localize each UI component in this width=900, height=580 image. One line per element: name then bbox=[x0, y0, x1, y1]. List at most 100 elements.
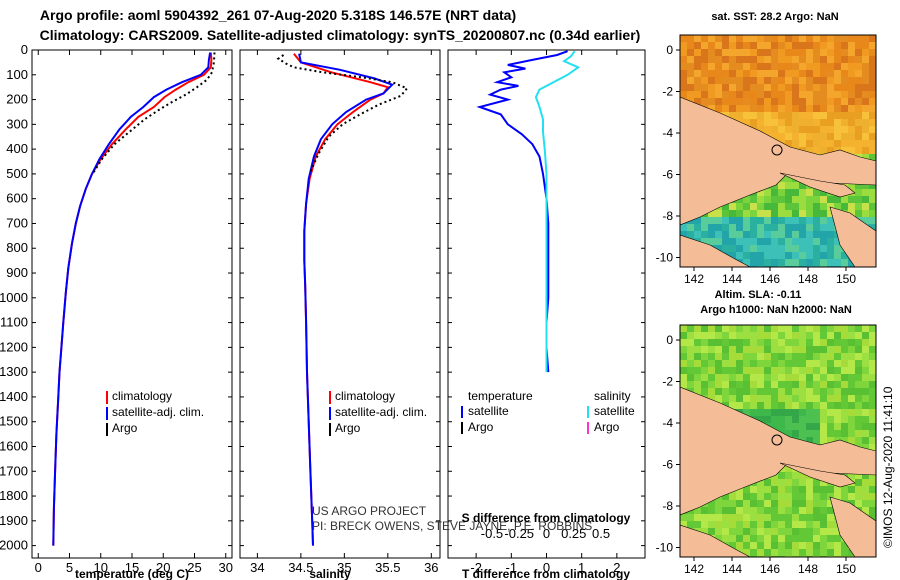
map-cell bbox=[785, 189, 793, 197]
map-cell bbox=[757, 84, 765, 92]
map-cell bbox=[757, 346, 765, 354]
map-cell bbox=[841, 98, 849, 106]
map-cell bbox=[750, 42, 758, 50]
map-cell bbox=[834, 402, 842, 410]
map-cell bbox=[729, 84, 737, 92]
map-cell bbox=[757, 210, 765, 218]
map-cell bbox=[680, 42, 688, 50]
map-cell bbox=[869, 147, 876, 155]
map-cell bbox=[771, 259, 779, 267]
series-line-argo bbox=[276, 54, 409, 175]
map-cell bbox=[764, 70, 772, 78]
map-cell bbox=[806, 367, 814, 375]
map-cell bbox=[834, 119, 842, 127]
map-cell bbox=[694, 507, 702, 515]
map-cell bbox=[855, 182, 863, 190]
map-cell bbox=[680, 325, 688, 333]
map-cell bbox=[792, 49, 800, 57]
map-cell bbox=[715, 514, 723, 522]
map-cell bbox=[792, 486, 800, 494]
map-cell bbox=[764, 367, 772, 375]
map-cell bbox=[799, 56, 807, 64]
map-cell bbox=[848, 56, 856, 64]
map-cell bbox=[715, 374, 723, 382]
map-cell bbox=[869, 56, 876, 64]
map-cell bbox=[785, 84, 793, 92]
map-cell bbox=[841, 381, 849, 389]
map-cell bbox=[813, 98, 821, 106]
map-cell bbox=[848, 409, 856, 417]
imos-credit: ©IMOS 12-Aug-2020 11:41:10 bbox=[881, 386, 895, 548]
map-cell bbox=[785, 196, 793, 204]
map-cell bbox=[869, 126, 876, 134]
map-cell bbox=[757, 416, 765, 424]
map-cell bbox=[729, 402, 737, 410]
map-cell bbox=[827, 217, 835, 225]
map-cell bbox=[764, 528, 772, 536]
map-cell bbox=[722, 332, 730, 340]
map-cell bbox=[764, 325, 772, 333]
map-cell bbox=[813, 332, 821, 340]
map-cell bbox=[764, 189, 772, 197]
map-cell bbox=[862, 203, 870, 211]
map-cell bbox=[778, 535, 786, 543]
map-cell bbox=[743, 402, 751, 410]
map-cell bbox=[757, 521, 765, 529]
map-cell bbox=[750, 252, 758, 260]
map-cell bbox=[687, 224, 695, 232]
map-cell bbox=[848, 402, 856, 410]
map-cell bbox=[757, 70, 765, 78]
map-cell bbox=[771, 381, 779, 389]
map-cell bbox=[736, 105, 744, 113]
map-cell bbox=[743, 259, 751, 267]
map-cell bbox=[841, 77, 849, 85]
map-cell bbox=[764, 486, 772, 494]
map-cell bbox=[785, 140, 793, 148]
map-cell bbox=[834, 360, 842, 368]
map-cell bbox=[785, 245, 793, 253]
map-cell bbox=[813, 56, 821, 64]
map-cell bbox=[869, 189, 876, 197]
map-cell bbox=[792, 549, 800, 557]
map-cell bbox=[743, 91, 751, 99]
map-cell bbox=[778, 395, 786, 403]
map-cell bbox=[778, 423, 786, 431]
map-cell bbox=[715, 63, 723, 71]
map-cell bbox=[806, 388, 814, 396]
map-cell bbox=[750, 332, 758, 340]
map-cell bbox=[785, 381, 793, 389]
map-cell bbox=[785, 238, 793, 246]
map-cell bbox=[869, 196, 876, 204]
map-cell bbox=[708, 325, 716, 333]
map-cell bbox=[827, 63, 835, 71]
x-tick-label: 34.5 bbox=[288, 560, 313, 575]
map-cell bbox=[806, 210, 814, 218]
map-cell bbox=[820, 395, 828, 403]
map-cell bbox=[722, 238, 730, 246]
depth-tick-label: 1500 bbox=[0, 414, 28, 429]
map-cell bbox=[827, 381, 835, 389]
map-cell bbox=[743, 332, 751, 340]
map-cell bbox=[785, 353, 793, 361]
map-cell bbox=[722, 381, 730, 389]
map-x-tick-label: 146 bbox=[760, 272, 780, 286]
map-cell bbox=[799, 507, 807, 515]
map-cell bbox=[743, 388, 751, 396]
map-cell bbox=[778, 259, 786, 267]
map-cell bbox=[736, 42, 744, 50]
map-cell bbox=[869, 91, 876, 99]
map-cell bbox=[715, 521, 723, 529]
map-cell bbox=[785, 374, 793, 382]
map-cell bbox=[855, 402, 863, 410]
map-cell bbox=[743, 49, 751, 57]
map-cell bbox=[778, 84, 786, 92]
map-cell bbox=[764, 479, 772, 487]
map-cell bbox=[862, 479, 870, 487]
depth-tick-label: 800 bbox=[6, 240, 28, 255]
map-cell bbox=[855, 70, 863, 78]
map-cell bbox=[771, 203, 779, 211]
map-cell bbox=[827, 507, 835, 515]
map-cell bbox=[869, 507, 876, 515]
map-cell bbox=[827, 500, 835, 508]
x-tick-label: 2 bbox=[613, 560, 620, 575]
